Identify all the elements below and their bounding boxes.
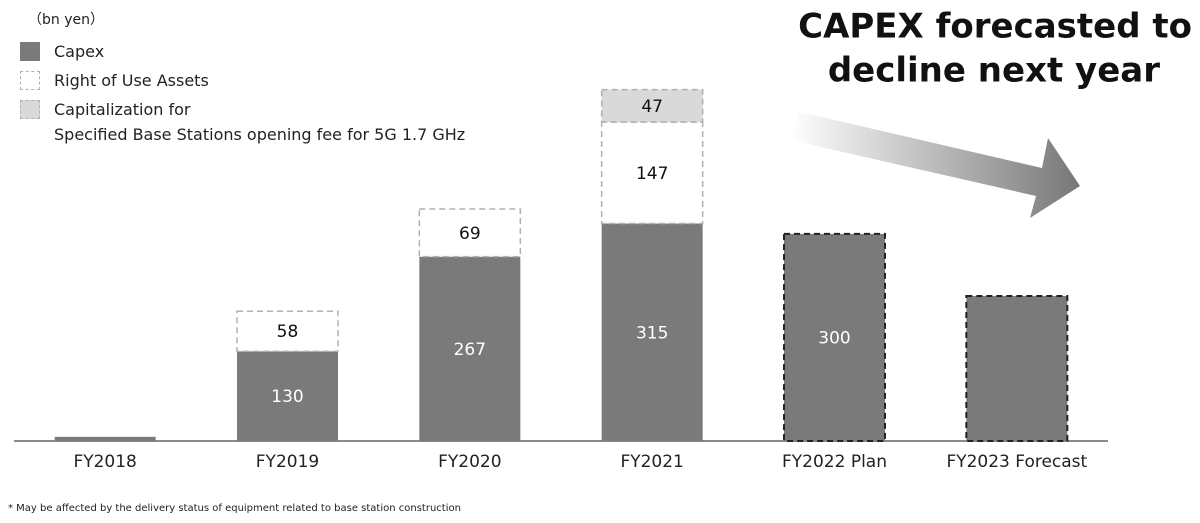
legend-label: Right of Use Assets [54,71,209,90]
bar-segment [783,232,886,442]
legend-label: Capitalization for Specified Base Statio… [54,100,466,144]
legend-swatch [20,71,40,90]
x-tick-label: FY2022 Plan [782,452,887,472]
legend-item: Capex [20,42,465,64]
bar-segment [965,295,1069,442]
legend-item: Capitalization for Specified Base Statio… [20,100,465,147]
bar-segment [601,223,703,441]
x-tick-label: FY2021 [620,452,683,472]
data-label: 147 [636,164,668,184]
data-label: 130 [271,387,303,407]
bar-segment [419,256,521,441]
data-label: 267 [454,340,486,360]
x-tick-label: FY2020 [438,452,501,472]
footnote: * May be affected by the delivery status… [8,503,461,514]
trend-arrow [790,112,1080,218]
x-tick-label: FY2018 [73,452,136,472]
legend-item: Right of Use Assets [20,71,465,93]
data-label: 58 [277,322,299,342]
bar-segment [418,208,522,258]
x-tick-label: FY2023 Forecast [946,452,1087,472]
x-tick-label: FY2019 [256,452,319,472]
legend-label: Capex [54,42,105,61]
unit-label: （bn yen） [28,12,104,28]
headline: decline next year [828,51,1160,91]
data-label: 47 [641,97,663,117]
bar-segment [54,436,156,441]
headline: CAPEX forecasted to [798,7,1192,47]
bar-segment [600,121,704,225]
bar-segment [600,88,704,123]
data-label: 69 [459,224,481,244]
bar-segment [236,310,339,353]
legend: Capex Right of Use Assets Capitalization f… [20,42,465,154]
legend-swatch [20,42,40,61]
data-label: 315 [636,323,668,343]
legend-swatch [20,100,40,119]
bar-segment [237,351,338,441]
data-label: 300 [818,328,850,348]
